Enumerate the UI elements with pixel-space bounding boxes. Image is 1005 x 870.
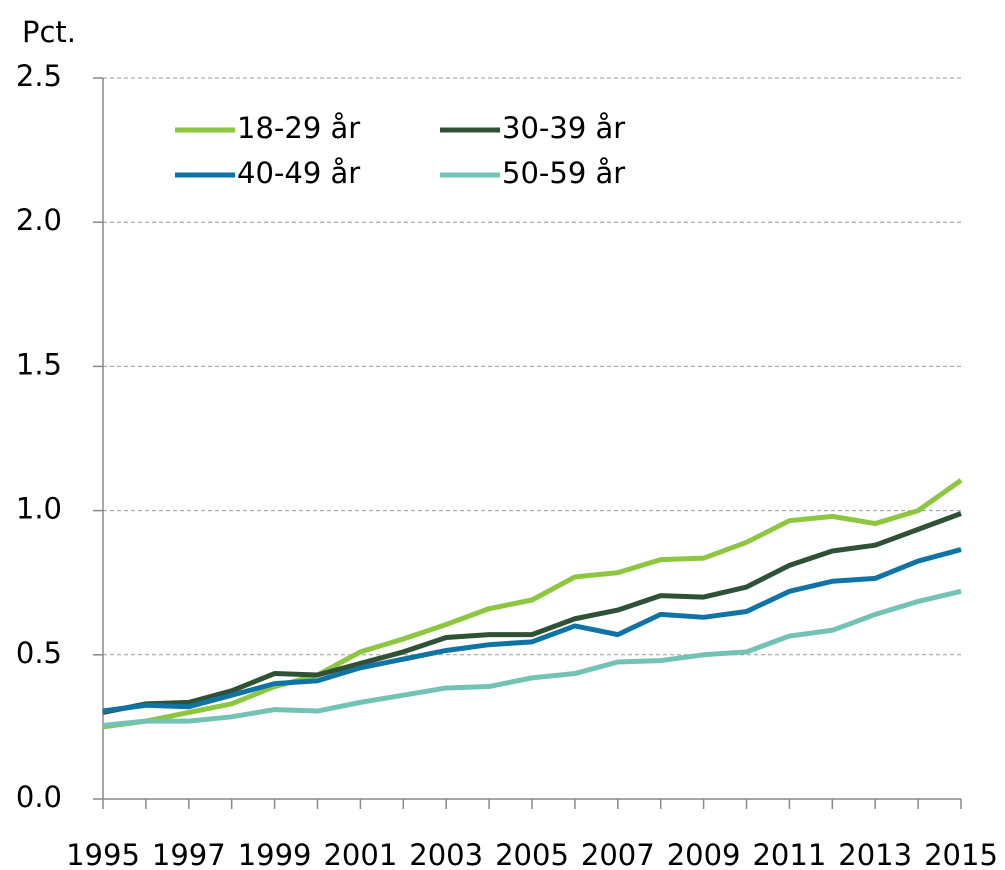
series-line xyxy=(102,588,962,728)
y-tick-label: 0.5 xyxy=(16,636,62,670)
x-tick-label: 2007 xyxy=(581,838,655,870)
y-tick-label: 2.5 xyxy=(16,59,62,93)
y-tick-label: 1.5 xyxy=(16,347,62,381)
x-tick-label: 2015 xyxy=(924,838,998,870)
y-tick-label: 1.0 xyxy=(16,492,62,526)
y-tick-label: 0.0 xyxy=(16,780,62,814)
x-tick-label: 1997 xyxy=(152,838,226,870)
y-axis-label: Pct. xyxy=(22,15,76,49)
x-tick-label: 2011 xyxy=(752,838,826,870)
x-tick-label: 1999 xyxy=(238,838,312,870)
x-tick-label: 2003 xyxy=(409,838,483,870)
x-tick-label: 2001 xyxy=(323,838,397,870)
legend-label: 30-39 år xyxy=(502,111,625,145)
x-tick-label: 1995 xyxy=(66,838,140,870)
legend-label: 40-49 år xyxy=(237,156,360,190)
x-tick-label: 2009 xyxy=(667,838,741,870)
series-line xyxy=(102,547,962,714)
series-line xyxy=(102,478,963,730)
legend-label: 18-29 år xyxy=(237,111,360,145)
x-tick-label: 2013 xyxy=(838,838,912,870)
x-tick-label: 2005 xyxy=(495,838,569,870)
y-tick-label: 2.0 xyxy=(16,203,62,237)
series-line xyxy=(102,511,962,715)
legend-label: 50-59 år xyxy=(502,156,625,190)
